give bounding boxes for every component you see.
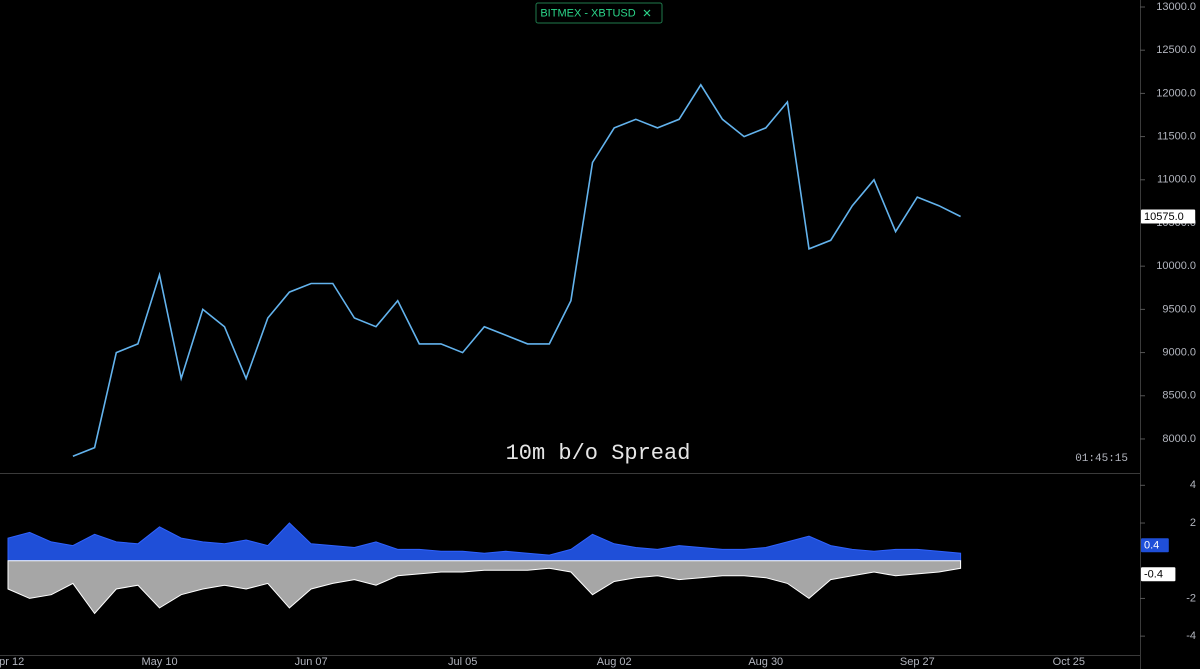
price-line (72, 83, 961, 457)
y-tick-label: 13000.0 (1156, 1, 1196, 13)
x-tick-label: May 10 (142, 656, 178, 668)
close-icon[interactable] (643, 9, 651, 17)
y-tick-label: -2 (1186, 592, 1196, 604)
y-tick-label: 12500.0 (1156, 44, 1196, 56)
value-tag-label: 0.4 (1144, 540, 1159, 552)
value-tag-label: -0.4 (1144, 569, 1163, 581)
y-tick-label: 9000.0 (1162, 346, 1196, 358)
countdown: 01:45:15 (1075, 453, 1128, 465)
x-tick-label: Jun 07 (295, 656, 328, 668)
y-tick-label: 12000.0 (1156, 87, 1196, 99)
x-tick-label: Aug 02 (597, 656, 632, 668)
y-tick-label: 8500.0 (1162, 390, 1196, 402)
value-tag-label: 10575.0 (1144, 211, 1184, 223)
y-tick-label: 9500.0 (1162, 303, 1196, 315)
y-tick-label: 11000.0 (1157, 174, 1196, 186)
x-tick-label: Oct 25 (1053, 656, 1085, 668)
symbol-badge[interactable] (535, 2, 663, 24)
spread-area (7, 522, 962, 562)
y-tick-label: 4 (1190, 479, 1196, 491)
value-tag (1141, 567, 1176, 582)
y-tick-label: -4 (1186, 630, 1196, 642)
y-tick-label: 11500.0 (1157, 130, 1196, 142)
x-tick-label: Jul 05 (448, 656, 477, 668)
indicator-title: 10m b/o Spread (506, 441, 691, 466)
y-tick-label: 2 (1190, 517, 1196, 529)
x-tick-label: Apr 12 (0, 656, 24, 668)
y-tick-label: 8000.0 (1162, 433, 1196, 445)
value-tag (1141, 538, 1169, 553)
x-tick-label: Aug 30 (748, 656, 783, 668)
value-tag (1141, 209, 1196, 224)
spread-area (7, 560, 962, 615)
x-tick-label: Sep 27 (900, 656, 935, 668)
symbol-label: BITMEX - XBTUSD (540, 7, 635, 19)
y-tick-label: 10000.0 (1156, 260, 1196, 272)
